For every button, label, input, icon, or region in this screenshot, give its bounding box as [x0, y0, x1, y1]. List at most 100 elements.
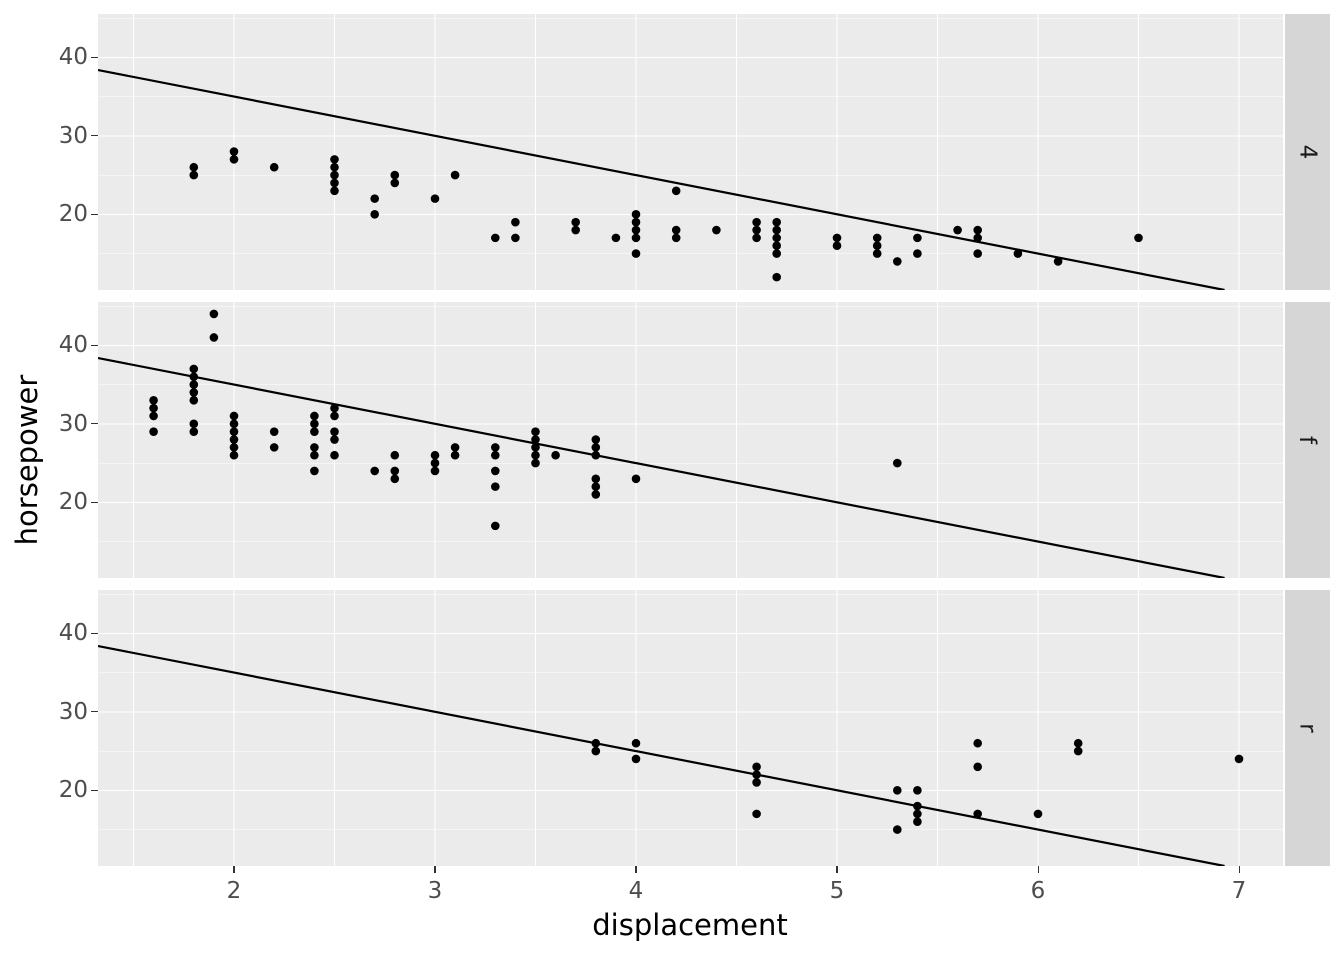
- data-point: [531, 458, 540, 468]
- data-point: [490, 233, 500, 243]
- data-point: [973, 738, 982, 748]
- data-point: [712, 225, 721, 235]
- data-point: [229, 155, 239, 164]
- data-point: [591, 474, 601, 484]
- data-point: [229, 411, 239, 421]
- x-tick-label: 7: [1231, 878, 1247, 904]
- data-point: [229, 147, 239, 156]
- x-tick-label: 4: [628, 878, 644, 904]
- facet-strip-r: r: [1285, 590, 1330, 866]
- data-point: [390, 450, 400, 460]
- data-point: [330, 170, 339, 180]
- data-point: [872, 241, 882, 251]
- facet-panel-r: [98, 590, 1283, 866]
- data-point: [591, 443, 601, 452]
- data-point: [390, 466, 400, 476]
- data-point: [430, 194, 440, 203]
- data-point: [189, 372, 199, 382]
- data-point: [1073, 746, 1083, 756]
- data-point: [892, 257, 902, 266]
- data-point: [913, 786, 922, 795]
- data-point: [430, 466, 440, 476]
- data-point: [390, 170, 400, 180]
- data-point: [269, 443, 279, 452]
- data-point: [370, 466, 379, 476]
- data-point: [330, 162, 339, 172]
- panel-background: [98, 590, 1283, 866]
- y-tick-mark: [91, 789, 98, 791]
- y-tick-mark: [91, 56, 98, 58]
- abline: [98, 68, 1225, 290]
- data-point: [330, 450, 339, 460]
- data-point: [571, 225, 580, 235]
- facet-panel-4: [98, 14, 1283, 290]
- data-point: [591, 490, 601, 499]
- data-point: [752, 809, 761, 819]
- data-point: [772, 217, 781, 227]
- data-point: [1053, 257, 1063, 266]
- data-point: [571, 217, 580, 227]
- data-point: [973, 249, 982, 258]
- data-point: [591, 482, 601, 491]
- facet-strip-label: r: [1294, 723, 1321, 733]
- data-point: [892, 458, 902, 468]
- data-point: [450, 170, 460, 180]
- data-point: [229, 427, 239, 436]
- data-point: [330, 403, 339, 413]
- data-point: [832, 233, 842, 243]
- data-point: [269, 427, 279, 436]
- data-point: [772, 233, 781, 243]
- data-point: [772, 272, 781, 282]
- data-point: [1033, 809, 1043, 819]
- y-tick-label: 20: [58, 201, 88, 228]
- data-point: [189, 162, 199, 172]
- data-point: [872, 233, 882, 243]
- data-point: [531, 427, 540, 436]
- data-point: [330, 186, 339, 196]
- data-point: [450, 443, 460, 452]
- abline: [98, 356, 1225, 578]
- data-point: [832, 241, 842, 251]
- data-point: [189, 395, 199, 405]
- data-point: [1013, 249, 1023, 258]
- data-point: [330, 435, 339, 444]
- y-axis-title: horsepower: [10, 374, 44, 546]
- data-point: [390, 474, 400, 484]
- data-point: [511, 217, 520, 227]
- x-tick-mark: [434, 866, 436, 873]
- data-point: [772, 225, 781, 235]
- data-point: [913, 817, 922, 827]
- data-point: [430, 458, 440, 468]
- data-point: [229, 435, 239, 444]
- data-point: [752, 762, 761, 772]
- y-tick-label: 40: [58, 620, 88, 647]
- data-point: [229, 443, 239, 452]
- data-point: [591, 450, 601, 460]
- facet-strip-label: 4: [1294, 144, 1321, 160]
- data-point: [370, 194, 379, 203]
- x-tick-label: 5: [829, 878, 845, 904]
- y-tick-label: 20: [58, 777, 88, 804]
- facet-strip-f: f: [1285, 302, 1330, 578]
- facet-strip-4: 4: [1285, 14, 1330, 290]
- data-point: [631, 754, 641, 764]
- data-point: [631, 233, 641, 243]
- y-tick-mark: [91, 632, 98, 634]
- y-tick-mark: [91, 423, 98, 425]
- data-point: [490, 466, 500, 476]
- x-tick-mark: [1037, 866, 1039, 873]
- data-point: [310, 419, 319, 429]
- data-point: [671, 186, 681, 196]
- data-point: [310, 427, 319, 436]
- data-point: [490, 450, 500, 460]
- data-point: [189, 380, 199, 389]
- data-point: [973, 233, 982, 243]
- data-point: [752, 770, 761, 779]
- data-point: [531, 435, 540, 444]
- data-point: [310, 411, 319, 421]
- y-tick-mark: [91, 501, 98, 503]
- facet-panel-f: [98, 302, 1283, 578]
- data-point: [189, 419, 199, 429]
- data-point: [189, 364, 199, 374]
- x-tick-mark: [1238, 866, 1240, 873]
